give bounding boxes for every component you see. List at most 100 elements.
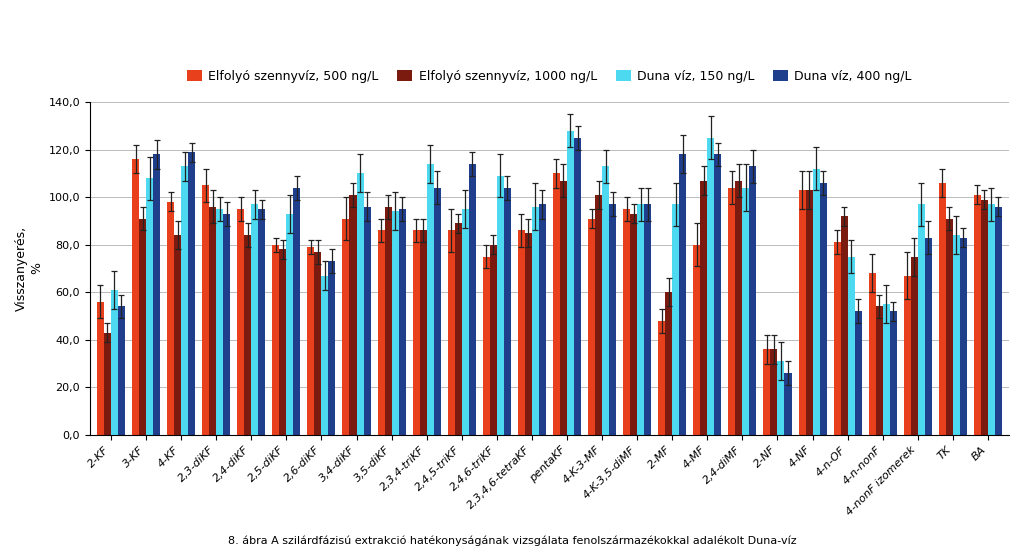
Bar: [342, 219, 349, 435]
Bar: [806, 190, 813, 435]
Bar: [679, 154, 686, 435]
Bar: [644, 204, 651, 435]
Bar: [272, 245, 280, 435]
Bar: [356, 173, 364, 435]
Bar: [181, 166, 188, 435]
Bar: [630, 214, 637, 435]
Bar: [925, 238, 932, 435]
Bar: [307, 247, 314, 435]
Bar: [525, 233, 531, 435]
Bar: [672, 204, 679, 435]
Bar: [364, 206, 371, 435]
Bar: [750, 166, 757, 435]
Bar: [489, 245, 497, 435]
Bar: [504, 188, 511, 435]
Bar: [111, 290, 118, 435]
Bar: [777, 361, 784, 435]
Bar: [981, 199, 988, 435]
Bar: [959, 238, 967, 435]
Bar: [764, 349, 770, 435]
Bar: [883, 304, 890, 435]
Bar: [666, 292, 672, 435]
Bar: [953, 235, 959, 435]
Bar: [518, 231, 525, 435]
Bar: [735, 181, 742, 435]
Bar: [602, 166, 609, 435]
Bar: [708, 138, 715, 435]
Bar: [146, 178, 153, 435]
Bar: [469, 164, 476, 435]
Bar: [329, 261, 336, 435]
Bar: [974, 195, 981, 435]
Bar: [462, 209, 469, 435]
Bar: [939, 183, 946, 435]
Bar: [868, 273, 876, 435]
Bar: [398, 209, 406, 435]
Bar: [784, 373, 792, 435]
Bar: [455, 223, 462, 435]
Bar: [624, 209, 630, 435]
Bar: [539, 204, 546, 435]
Bar: [799, 190, 806, 435]
Text: 8. ábra A szilárdfázisú extrakció hatékonyságának vizsgálata fenolszármazékokkal: 8. ábra A szilárdfázisú extrakció hatéko…: [227, 536, 797, 546]
Bar: [531, 206, 539, 435]
Bar: [118, 306, 125, 435]
Bar: [447, 231, 455, 435]
Bar: [890, 311, 897, 435]
Bar: [258, 209, 265, 435]
Bar: [391, 211, 398, 435]
Bar: [595, 195, 602, 435]
Bar: [482, 256, 489, 435]
Bar: [202, 186, 209, 435]
Bar: [314, 252, 322, 435]
Bar: [770, 349, 777, 435]
Bar: [427, 164, 434, 435]
Bar: [216, 209, 223, 435]
Bar: [988, 204, 995, 435]
Bar: [223, 214, 230, 435]
Bar: [574, 138, 581, 435]
Bar: [420, 231, 427, 435]
Bar: [742, 188, 750, 435]
Bar: [904, 276, 910, 435]
Bar: [876, 306, 883, 435]
Bar: [693, 245, 700, 435]
Bar: [245, 235, 251, 435]
Bar: [658, 321, 666, 435]
Bar: [588, 219, 595, 435]
Bar: [209, 206, 216, 435]
Bar: [434, 188, 440, 435]
Bar: [385, 206, 391, 435]
Bar: [238, 209, 245, 435]
Bar: [819, 183, 826, 435]
Bar: [728, 188, 735, 435]
Bar: [841, 216, 848, 435]
Bar: [848, 256, 855, 435]
Bar: [349, 195, 356, 435]
Bar: [251, 204, 258, 435]
Bar: [188, 152, 196, 435]
Bar: [132, 159, 139, 435]
Bar: [995, 206, 1001, 435]
Bar: [103, 333, 111, 435]
Bar: [637, 204, 644, 435]
Bar: [609, 204, 616, 435]
Bar: [287, 214, 293, 435]
Bar: [280, 249, 287, 435]
Bar: [497, 176, 504, 435]
Bar: [560, 181, 567, 435]
Bar: [553, 173, 560, 435]
Bar: [910, 256, 918, 435]
Bar: [813, 169, 819, 435]
Bar: [855, 311, 861, 435]
Bar: [174, 235, 181, 435]
Legend: Elfolyó szennyvíz, 500 ng/L, Elfolyó szennyvíz, 1000 ng/L, Duna víz, 150 ng/L, D: Elfolyó szennyvíz, 500 ng/L, Elfolyó sze…: [182, 65, 916, 88]
Bar: [322, 276, 329, 435]
Bar: [413, 231, 420, 435]
Bar: [715, 154, 721, 435]
Bar: [918, 204, 925, 435]
Bar: [139, 219, 146, 435]
Bar: [293, 188, 300, 435]
Bar: [700, 181, 708, 435]
Y-axis label: Visszanyerés,
%: Visszanyerés, %: [15, 226, 43, 311]
